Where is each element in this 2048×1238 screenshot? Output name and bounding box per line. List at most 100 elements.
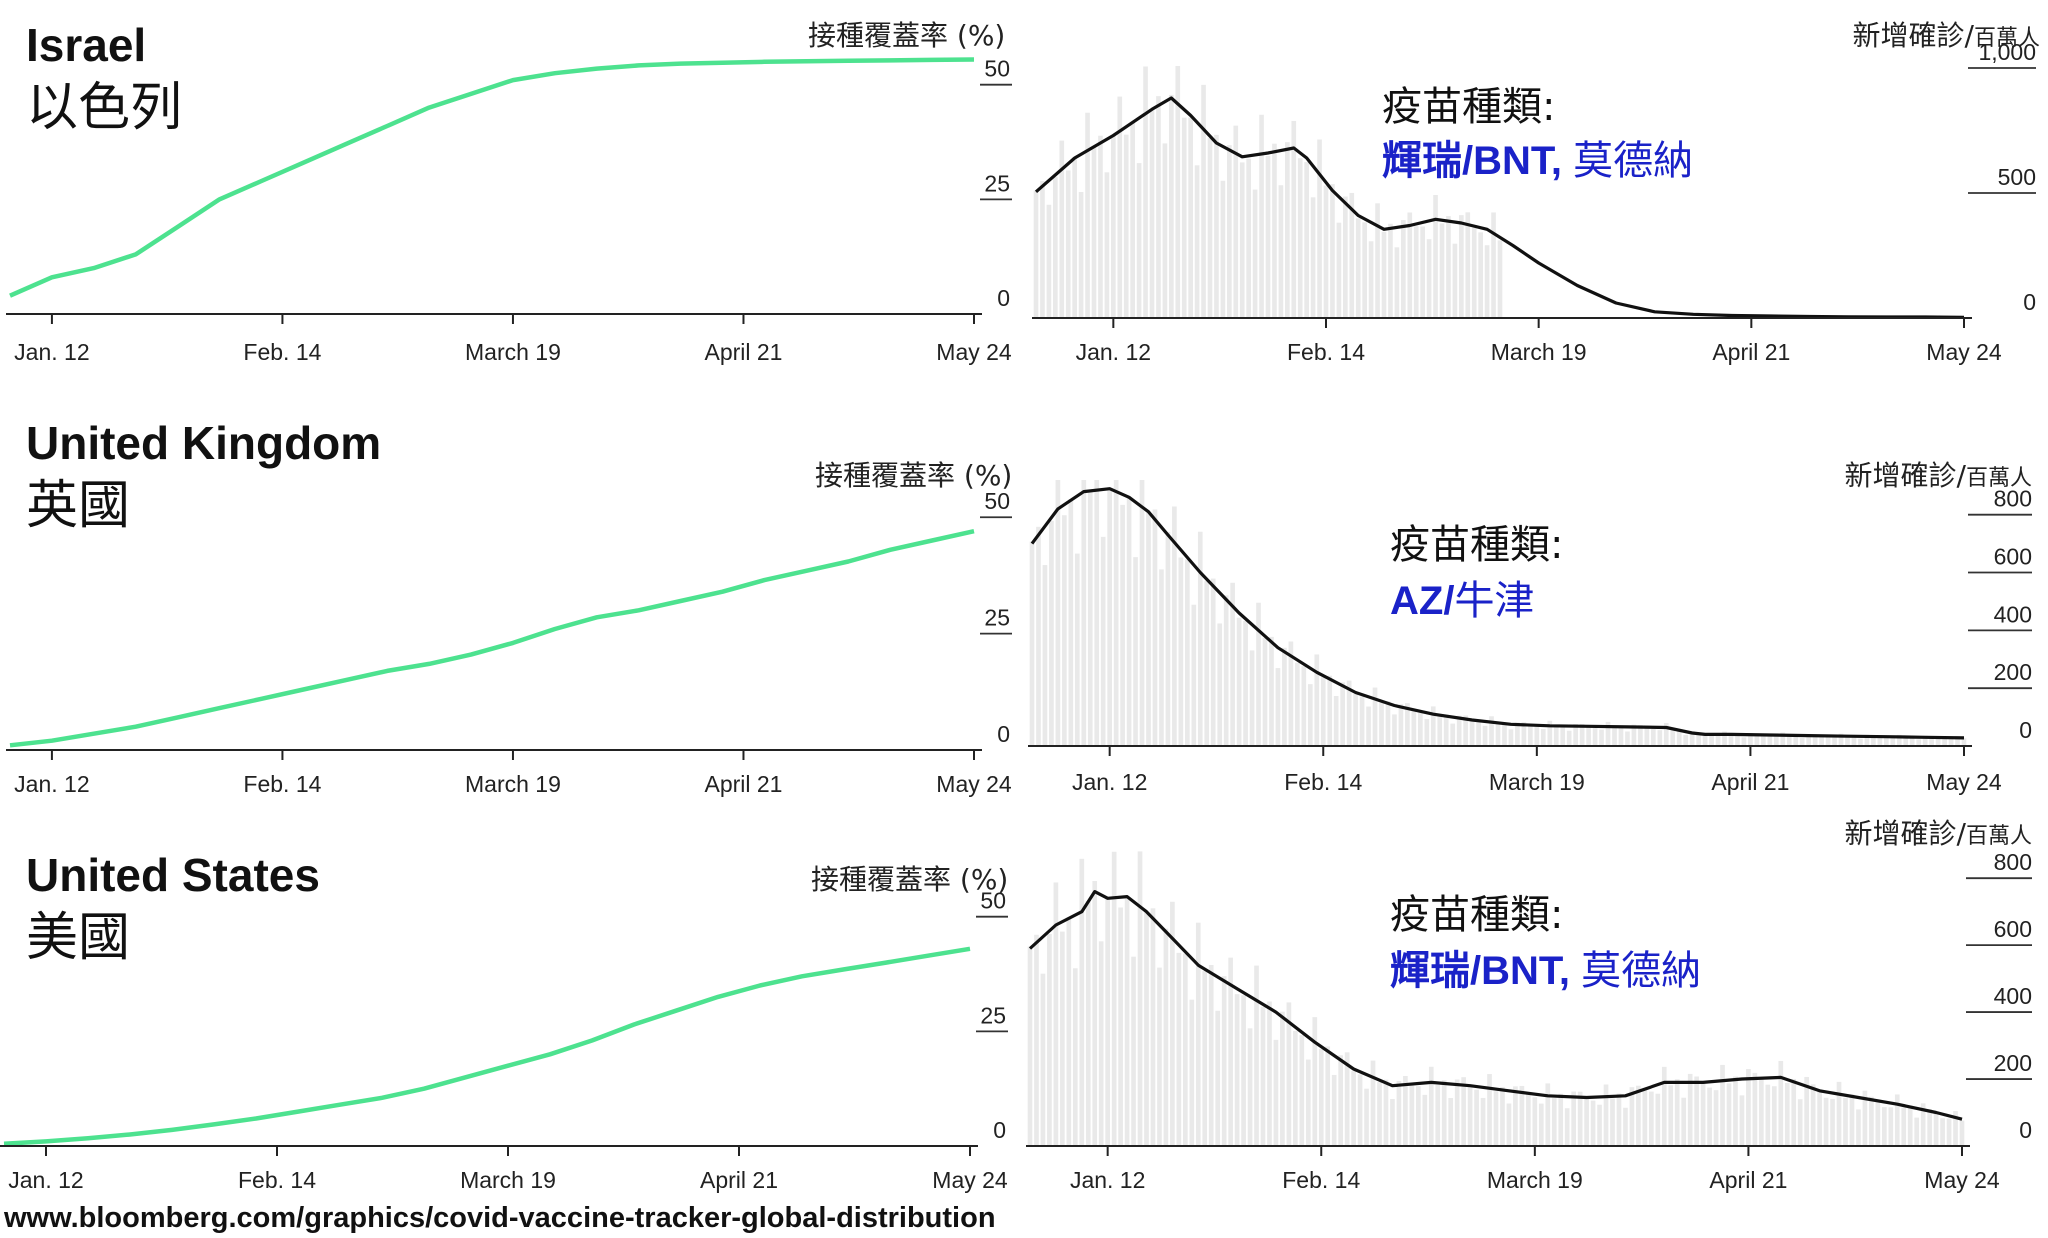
case-bar [1916, 739, 1922, 746]
case-bar [1702, 734, 1708, 746]
case-bar [1566, 730, 1572, 746]
case-bar [1482, 725, 1488, 746]
case-bar [1388, 223, 1393, 318]
case-bar [1443, 714, 1449, 746]
case-bar [1318, 1048, 1324, 1146]
case-bar [1214, 134, 1219, 318]
case-bar [1851, 735, 1857, 746]
case-bar [1661, 1066, 1667, 1146]
case-bar [1156, 96, 1161, 318]
case-bar [1806, 733, 1811, 746]
case-bar [1771, 1086, 1777, 1146]
case-bar [1081, 480, 1087, 746]
x-tick-label: Feb. 14 [1287, 339, 1365, 365]
case-bar [1392, 714, 1397, 746]
case-bar [1884, 737, 1889, 746]
case-bar [1823, 1097, 1829, 1146]
case-bar [1092, 881, 1098, 1146]
case-bar [1469, 720, 1475, 746]
case-bar [1098, 941, 1104, 1146]
case-bar [1351, 1071, 1356, 1146]
y-tick-label: 400 [1994, 601, 2032, 627]
case-bar [1336, 222, 1342, 318]
case-bar [1297, 158, 1303, 318]
case-bar [1459, 215, 1464, 318]
case-bar [1625, 731, 1630, 746]
case-bar [1663, 722, 1669, 746]
x-tick-label: March 19 [1491, 339, 1587, 365]
case-bar [1456, 715, 1462, 746]
x-tick-label: Feb. 14 [1282, 1167, 1360, 1193]
case-bar [1172, 506, 1177, 746]
case-bar [1586, 726, 1591, 746]
x-tick-label: March 19 [1487, 1167, 1583, 1193]
case-bar [1394, 247, 1400, 318]
case-bar [1513, 1086, 1518, 1146]
case-bar [1495, 723, 1501, 746]
x-tick-label: Feb. 14 [243, 339, 321, 365]
x-tick-label: Jan. 12 [8, 1167, 83, 1193]
case-bar [1234, 994, 1240, 1146]
case-bar [1094, 480, 1100, 746]
case-bar [1036, 526, 1041, 746]
case-bar [1791, 1078, 1797, 1146]
case-bar [1159, 569, 1164, 746]
case-bar [1799, 738, 1805, 746]
case-bar [1748, 733, 1753, 746]
x-tick-label: Jan. 12 [1070, 1167, 1145, 1193]
x-tick-label: Feb. 14 [1284, 769, 1362, 795]
case-bar [1430, 706, 1436, 746]
case-bar [1953, 1111, 1958, 1146]
case-bar [1137, 851, 1143, 1146]
case-bar [1175, 66, 1181, 318]
case-bar [1649, 1091, 1654, 1146]
case-bar [1735, 733, 1740, 746]
case-bar [1111, 135, 1116, 318]
vaccine-heading: 疫苗種類: [1382, 84, 1556, 130]
case-bar [1728, 734, 1734, 746]
case-bar [1181, 117, 1187, 318]
x-tick-label: April 21 [1712, 339, 1790, 365]
case-bar [1104, 172, 1110, 318]
avg-cases-line [1034, 96, 1965, 319]
case-bar [1793, 734, 1799, 746]
x-tick-label: Feb. 14 [243, 771, 321, 797]
case-bar [1401, 220, 1406, 318]
case-bar [1233, 125, 1239, 318]
case-bar [1610, 1098, 1615, 1146]
chart-panel-us-coverage: Jan. 12 Feb. 14 March 19 April 21 May 24 0 25 5… [0, 888, 1008, 1193]
x-tick-label: April 21 [1711, 769, 1789, 795]
coverage-axis-title: 接種覆蓋率 (%) [811, 863, 1009, 896]
case-bar [1558, 1093, 1564, 1146]
case-bar [1461, 1077, 1466, 1146]
case-bar [1784, 1082, 1790, 1146]
case-bar [1638, 725, 1643, 746]
case-bar [1157, 967, 1162, 1146]
case-bar [1474, 1089, 1479, 1146]
case-bar [1765, 1084, 1771, 1146]
case-bar [1733, 1076, 1738, 1146]
case-bar [1120, 504, 1125, 746]
case-bar [1413, 226, 1419, 318]
case-bar [1338, 1055, 1343, 1146]
case-bar [1426, 239, 1432, 318]
case-bar [1933, 1111, 1939, 1146]
case-bar [1741, 737, 1747, 746]
chart-panel-us-cases: Jan. 12 Feb. 14 March 19 April 21 May 24 0 200… [1026, 849, 2032, 1193]
case-bar [1564, 1108, 1570, 1146]
case-bar [1377, 1082, 1382, 1146]
case-bar [1188, 117, 1193, 318]
case-bar [1478, 232, 1483, 318]
case-bar [1882, 1107, 1887, 1146]
case-bar [1573, 723, 1578, 746]
case-bar [1275, 668, 1281, 746]
case-bar [1126, 497, 1132, 746]
case-bar [1929, 736, 1934, 746]
case-bar [1877, 736, 1883, 746]
case-bar [1888, 1107, 1894, 1146]
case-bar [1207, 138, 1213, 318]
case-bar [1381, 231, 1387, 318]
case-bar [1942, 738, 1947, 746]
case-bar [1149, 110, 1155, 318]
